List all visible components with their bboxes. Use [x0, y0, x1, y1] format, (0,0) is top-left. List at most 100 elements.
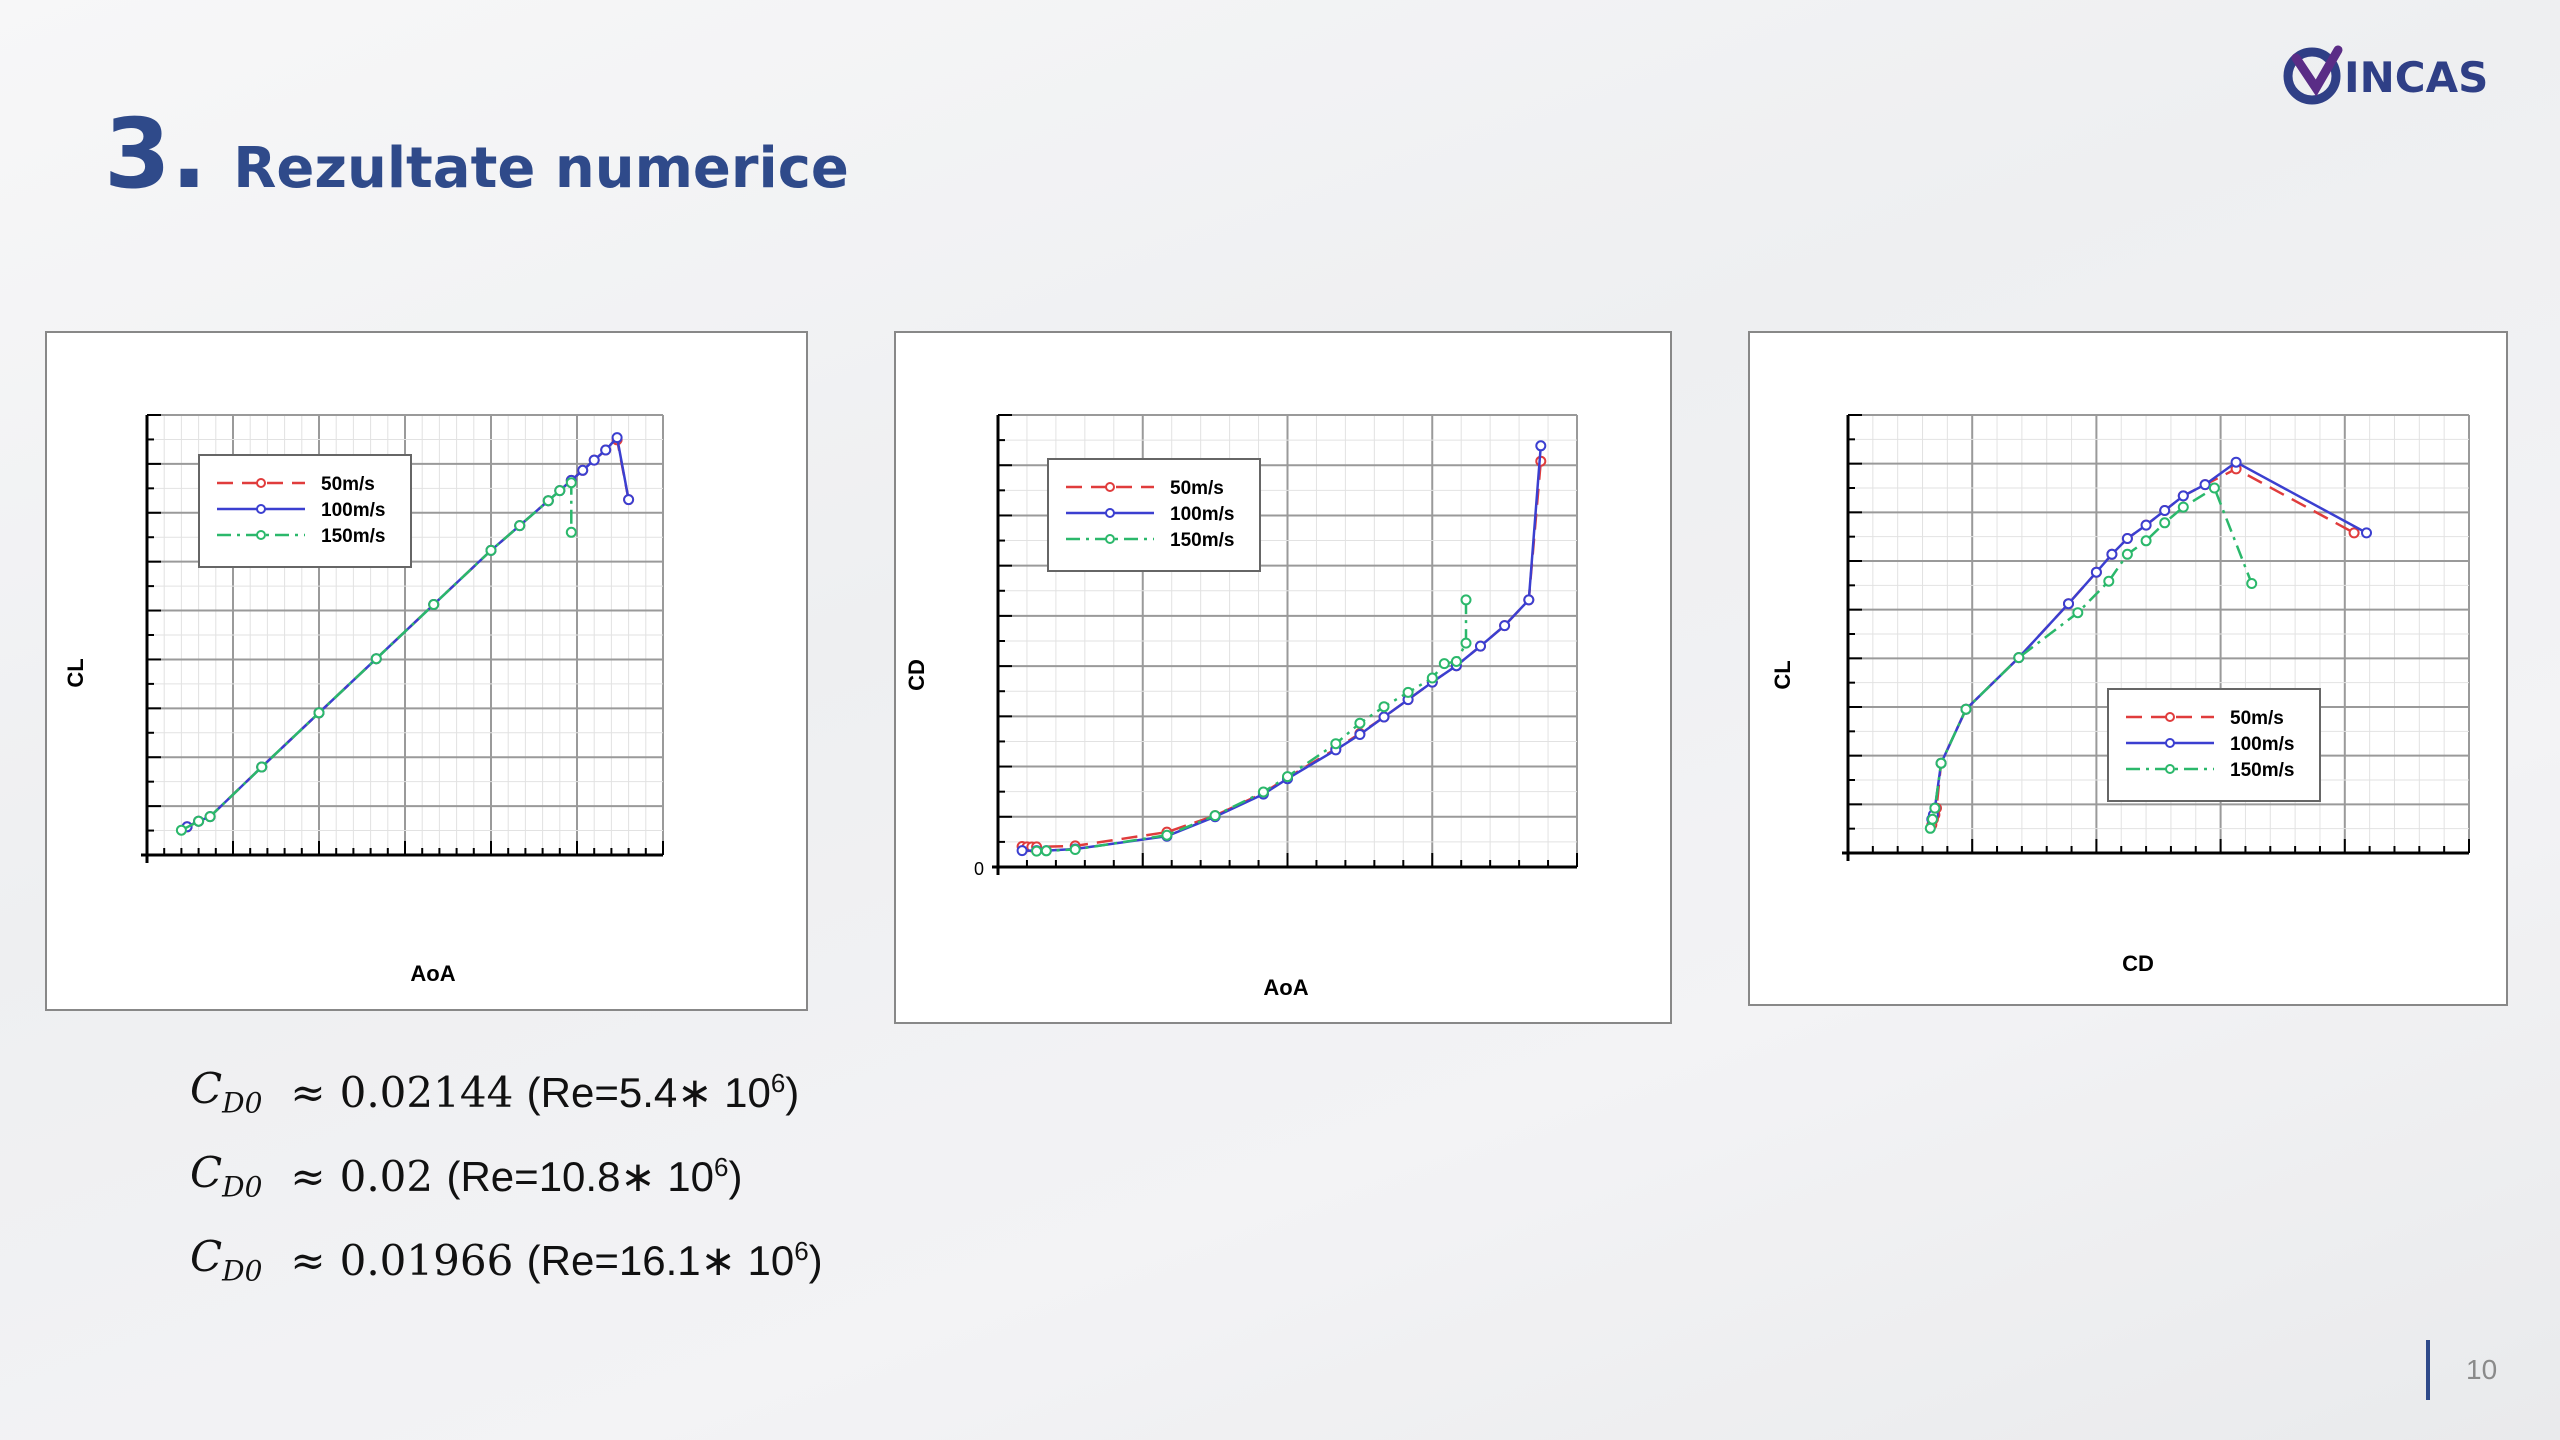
data-point — [1354, 729, 1366, 740]
reynolds-number: (Re=5.4∗ 106) — [526, 1067, 800, 1116]
approx-sign: ≈ — [290, 1235, 326, 1285]
legend-box — [2107, 688, 2321, 802]
data-point — [313, 707, 325, 719]
legend-marker — [2165, 738, 2175, 748]
cd0-value: 0.01966 — [339, 1235, 514, 1285]
data-point — [1282, 771, 1293, 783]
data-point — [2177, 490, 2189, 502]
legend-box — [198, 454, 412, 568]
data-point — [577, 464, 589, 476]
data-point — [2121, 533, 2133, 544]
slide-title: 3. Rezultate numerice — [104, 98, 849, 210]
legend-label: 150m/s — [1170, 530, 1234, 551]
data-point — [256, 761, 268, 773]
legend-label: 50m/s — [2230, 708, 2284, 729]
legend-label: 50m/s — [1170, 478, 1224, 499]
data-point — [2199, 479, 2211, 491]
data-point — [1402, 686, 1414, 698]
cd0-value: 0.02 — [339, 1151, 434, 1201]
data-point — [1378, 711, 1390, 723]
drag-coefficient-list: CD0 ≈ 0.02144 (Re=5.4∗ 106) CD0 ≈ 0.02 (… — [190, 1050, 823, 1302]
data-point — [1929, 802, 1941, 814]
data-point — [565, 526, 577, 538]
data-point — [1378, 701, 1390, 713]
data-point — [588, 454, 600, 466]
data-point — [2103, 575, 2115, 587]
data-point — [1460, 594, 1472, 606]
data-point — [611, 432, 623, 444]
data-point — [565, 477, 577, 489]
data-point — [2106, 548, 2118, 560]
data-point — [600, 444, 612, 456]
cd0-symbol: CD0 — [190, 1232, 263, 1288]
data-point — [2090, 566, 2102, 578]
data-point — [2246, 578, 2258, 589]
data-point — [1960, 703, 1972, 715]
data-point — [1031, 845, 1043, 857]
data-point — [1016, 845, 1028, 857]
data-point — [1354, 717, 1366, 729]
cd0-symbol: CD0 — [190, 1064, 263, 1120]
data-point — [2159, 505, 2171, 516]
data-point — [514, 520, 526, 532]
page-divider — [2426, 1340, 2430, 1400]
data-point — [2208, 482, 2220, 494]
data-point — [1460, 637, 1472, 649]
legend-label: 150m/s — [321, 526, 385, 547]
data-point — [2159, 517, 2171, 529]
x-axis-label: CD — [2122, 951, 2154, 976]
series-line — [1930, 460, 2368, 820]
data-point — [1935, 757, 1947, 769]
data-point — [2140, 535, 2152, 547]
data-point — [1523, 594, 1535, 606]
y-tick-label: 0 — [974, 859, 984, 879]
data-point — [2348, 527, 2360, 539]
data-point — [1209, 810, 1221, 822]
data-point — [1330, 738, 1342, 750]
data-point — [1927, 813, 1938, 825]
data-point — [2177, 501, 2189, 513]
data-point — [2230, 456, 2242, 468]
cd0-symbol: CD0 — [190, 1148, 263, 1204]
y-axis-label: CL — [63, 658, 88, 687]
reynolds-number: (Re=16.1∗ 106) — [526, 1235, 823, 1284]
data-point — [1450, 656, 1462, 667]
reynolds-number: (Re=10.8∗ 106) — [446, 1151, 743, 1200]
data-point — [428, 599, 440, 610]
series-line — [1036, 599, 1468, 853]
y-axis-label: CD — [904, 659, 929, 691]
legend-label: 100m/s — [2230, 734, 2294, 755]
legend-box — [1047, 458, 1261, 572]
legend-label: 150m/s — [2230, 760, 2294, 781]
legend-marker — [1105, 534, 1115, 544]
legend-marker — [256, 478, 266, 488]
data-point — [2121, 548, 2133, 560]
data-point — [542, 495, 554, 507]
x-axis-label: AoA — [1263, 975, 1308, 1000]
data-point — [1438, 658, 1450, 670]
chart-cd-vs-aoa: AoA CD 0 50m/s 100m/s 150m/s — [894, 331, 1672, 1024]
legend-marker — [1105, 508, 1115, 518]
section-number: 3. — [104, 98, 208, 210]
legend-marker — [2165, 712, 2175, 722]
legend-label: 100m/s — [1170, 504, 1234, 525]
data-point — [2072, 607, 2084, 619]
data-point — [1257, 786, 1269, 798]
data-point — [2013, 652, 2025, 664]
formula-row: CD0 ≈ 0.02 (Re=10.8∗ 106) — [190, 1134, 823, 1218]
cd0-value: 0.02144 — [339, 1067, 514, 1117]
data-point — [193, 815, 205, 827]
legend-label: 50m/s — [321, 474, 375, 495]
formula-row: CD0 ≈ 0.01966 (Re=16.1∗ 106) — [190, 1218, 823, 1302]
data-point — [2063, 598, 2074, 610]
legend-marker — [256, 504, 266, 514]
data-point — [1040, 845, 1052, 857]
y-axis-label: CL — [1770, 660, 1795, 689]
data-point — [1426, 672, 1438, 684]
page-number: 10 — [2466, 1354, 2498, 1385]
x-axis-label: AoA — [410, 961, 455, 986]
data-point — [1499, 620, 1511, 632]
data-point — [1475, 640, 1486, 652]
chart-cl-vs-aoa: AoA CL 50m/s 100m/s 150m/s — [45, 331, 808, 1011]
legend: 50m/s 100m/s 150m/s — [198, 454, 412, 568]
